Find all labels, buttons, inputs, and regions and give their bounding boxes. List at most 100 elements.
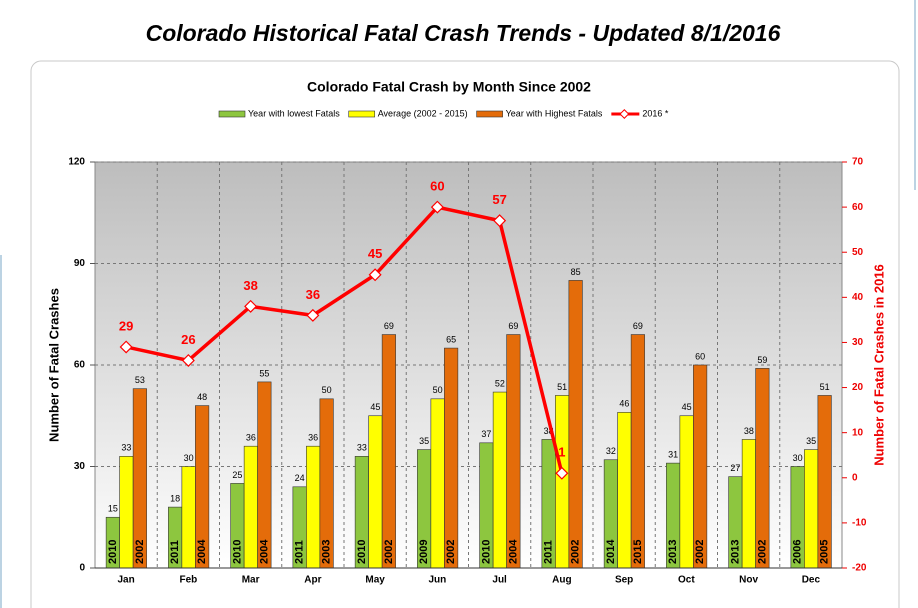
year-label: 2009 bbox=[418, 540, 430, 564]
bar bbox=[181, 466, 196, 569]
year-label: 2011 bbox=[169, 540, 181, 564]
bar bbox=[444, 347, 459, 569]
year-label: 2015 bbox=[632, 540, 644, 564]
year-label: 2002 bbox=[694, 540, 706, 564]
x-tick-label: Sep bbox=[615, 575, 633, 586]
legend-swatch bbox=[348, 110, 376, 118]
bar bbox=[679, 415, 694, 569]
value-label: 57 bbox=[492, 192, 506, 207]
y2-tick-label: 0 bbox=[852, 472, 858, 483]
legend-label: Year with Highest Fatals bbox=[506, 108, 603, 118]
legend-label: Year with lowest Fatals bbox=[248, 108, 340, 118]
y2-axis-title: Number of Fatal Crashes in 2016 bbox=[871, 264, 886, 466]
value-label: 60 bbox=[430, 179, 444, 194]
legend-swatch bbox=[619, 109, 630, 119]
y-axis-title: Number of Fatal Crashes bbox=[46, 288, 61, 442]
chart-title: Colorado Fatal Crash by Month Since 2002 bbox=[307, 79, 591, 95]
value-label: 35 bbox=[419, 436, 429, 446]
value-label: 55 bbox=[259, 368, 269, 378]
value-label: 50 bbox=[322, 385, 332, 395]
year-label: 2006 bbox=[792, 540, 804, 564]
marker bbox=[306, 308, 320, 322]
value-label: 48 bbox=[197, 392, 207, 402]
value-label: 29 bbox=[119, 318, 133, 333]
x-tick-label: Apr bbox=[304, 575, 321, 586]
marker bbox=[555, 466, 569, 480]
x-tick-label: Feb bbox=[179, 575, 197, 586]
y2-tick-label: 40 bbox=[852, 292, 864, 303]
legend-swatch bbox=[476, 110, 503, 118]
value-label: 18 bbox=[170, 493, 180, 503]
y-tick-label: 60 bbox=[74, 360, 86, 371]
x-tick-label: Dec bbox=[802, 575, 821, 586]
marker bbox=[430, 200, 444, 214]
y2-tick-label: 60 bbox=[852, 202, 864, 213]
marker bbox=[493, 214, 507, 228]
year-label: 2003 bbox=[321, 540, 333, 564]
year-label: 2010 bbox=[480, 540, 492, 564]
value-label: 53 bbox=[135, 375, 145, 385]
value-label: 33 bbox=[357, 443, 367, 453]
value-label: 15 bbox=[108, 504, 118, 514]
year-label: 2010 bbox=[107, 540, 119, 564]
year-label: 2005 bbox=[819, 540, 831, 564]
value-label: 38 bbox=[744, 426, 754, 436]
y2-tick-label: 70 bbox=[852, 157, 864, 168]
y-tick-label: 30 bbox=[74, 461, 86, 472]
value-label: 30 bbox=[793, 453, 803, 463]
marker bbox=[244, 299, 258, 313]
value-label: 38 bbox=[243, 278, 257, 293]
bar bbox=[430, 398, 445, 569]
year-label: 2002 bbox=[445, 540, 457, 564]
value-label: 69 bbox=[633, 321, 643, 331]
bar bbox=[630, 334, 645, 569]
year-label: 2011 bbox=[294, 540, 306, 564]
value-label: 30 bbox=[184, 453, 194, 463]
value-label: 46 bbox=[619, 399, 629, 409]
marker bbox=[119, 340, 133, 354]
x-tick-label: Nov bbox=[739, 575, 758, 586]
y2-tick-label: -10 bbox=[852, 518, 867, 529]
year-label: 2002 bbox=[570, 540, 582, 564]
marker bbox=[181, 353, 195, 367]
value-label: 24 bbox=[295, 473, 305, 483]
y2-tick-label: -20 bbox=[852, 563, 867, 574]
bar bbox=[741, 439, 756, 569]
value-label: 69 bbox=[508, 321, 518, 331]
value-label: 26 bbox=[181, 332, 195, 347]
page-title: Colorado Historical Fatal Crash Trends -… bbox=[146, 20, 781, 46]
value-label: 36 bbox=[308, 433, 318, 443]
value-label: 85 bbox=[571, 267, 581, 277]
bar bbox=[568, 280, 583, 569]
value-label: 38 bbox=[544, 426, 554, 436]
value-label: 37 bbox=[481, 429, 491, 439]
value-label: 27 bbox=[730, 463, 740, 473]
value-label: 51 bbox=[557, 382, 567, 392]
value-label: 60 bbox=[695, 351, 705, 361]
x-tick-label: Jul bbox=[492, 575, 507, 586]
x-tick-label: Jan bbox=[118, 575, 135, 586]
year-label: 2004 bbox=[507, 539, 519, 564]
legend-label: 2016 * bbox=[642, 108, 669, 118]
value-label: 31 bbox=[668, 449, 678, 459]
year-label: 2011 bbox=[543, 540, 555, 564]
value-label: 45 bbox=[368, 246, 382, 261]
bar bbox=[368, 415, 383, 569]
bar bbox=[804, 449, 819, 569]
value-label: 51 bbox=[820, 382, 830, 392]
x-tick-label: Jun bbox=[428, 575, 446, 586]
legend-swatch bbox=[218, 110, 246, 118]
value-label: 36 bbox=[246, 433, 256, 443]
year-label: 2013 bbox=[667, 540, 679, 564]
value-label: 69 bbox=[384, 321, 394, 331]
year-label: 2002 bbox=[756, 540, 768, 564]
y2-tick-label: 30 bbox=[852, 337, 864, 348]
value-label: 1 bbox=[558, 445, 565, 460]
year-label: 2010 bbox=[356, 540, 368, 564]
legend-label: Average (2002 - 2015) bbox=[378, 108, 468, 118]
y2-tick-label: 20 bbox=[852, 382, 864, 393]
bar bbox=[506, 334, 521, 569]
y2-tick-label: 10 bbox=[852, 427, 864, 438]
bar bbox=[492, 391, 507, 569]
value-label: 59 bbox=[757, 355, 767, 365]
